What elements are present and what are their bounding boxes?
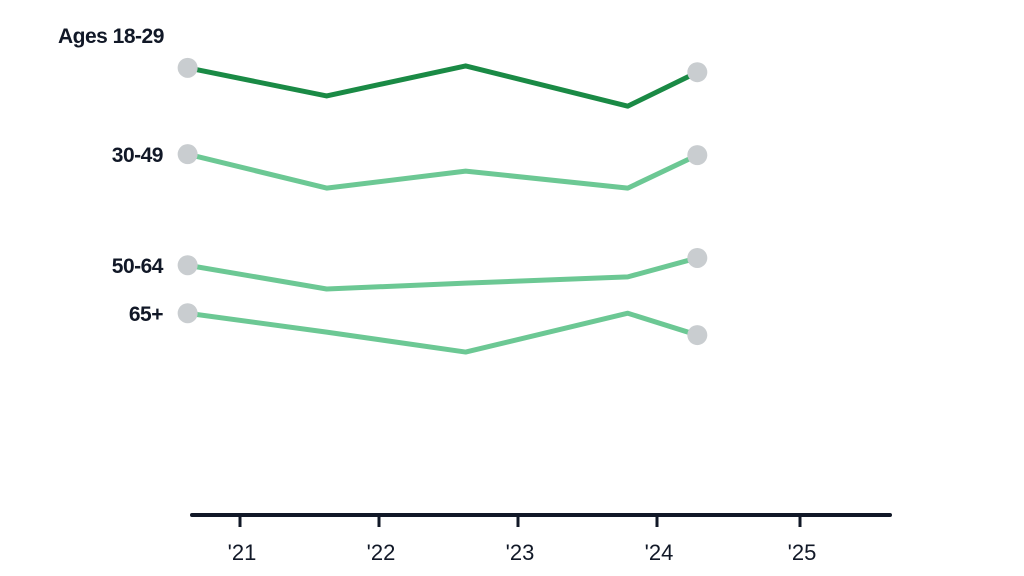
series-65-: 65+ xyxy=(129,303,708,355)
x-tick-label: '22 xyxy=(367,540,396,565)
x-tick-label: '24 xyxy=(645,540,674,565)
endpoint-marker xyxy=(177,303,198,324)
series-line xyxy=(185,151,700,191)
x-tick-label: '23 xyxy=(506,540,535,565)
endpoint-marker xyxy=(687,62,708,83)
series-50-64: 50-64 xyxy=(112,247,708,292)
series-ages-18-29: Ages 18-29 xyxy=(58,25,708,109)
series-label: 30-49 xyxy=(112,144,163,167)
endpoint-marker xyxy=(687,247,708,268)
series-label: Ages 18-29 xyxy=(58,25,164,48)
x-axis: '21 '22 '23 '24 '25 xyxy=(190,513,892,565)
x-tick-label: '25 xyxy=(788,540,817,565)
series-line xyxy=(185,255,700,292)
endpoint-marker xyxy=(687,325,708,346)
x-tick-label: '21 xyxy=(228,540,257,565)
series-30-49: 30-49 xyxy=(112,144,708,191)
series-label: 50-64 xyxy=(112,255,164,278)
series-line xyxy=(185,310,700,355)
endpoint-marker xyxy=(177,57,198,78)
series-label: 65+ xyxy=(129,303,163,326)
series-line xyxy=(185,63,700,109)
endpoint-marker xyxy=(177,255,198,276)
series-layer: Ages 18-29 30-49 50-64 65+ xyxy=(58,25,708,355)
endpoint-marker xyxy=(687,145,708,166)
endpoint-marker xyxy=(177,144,198,165)
